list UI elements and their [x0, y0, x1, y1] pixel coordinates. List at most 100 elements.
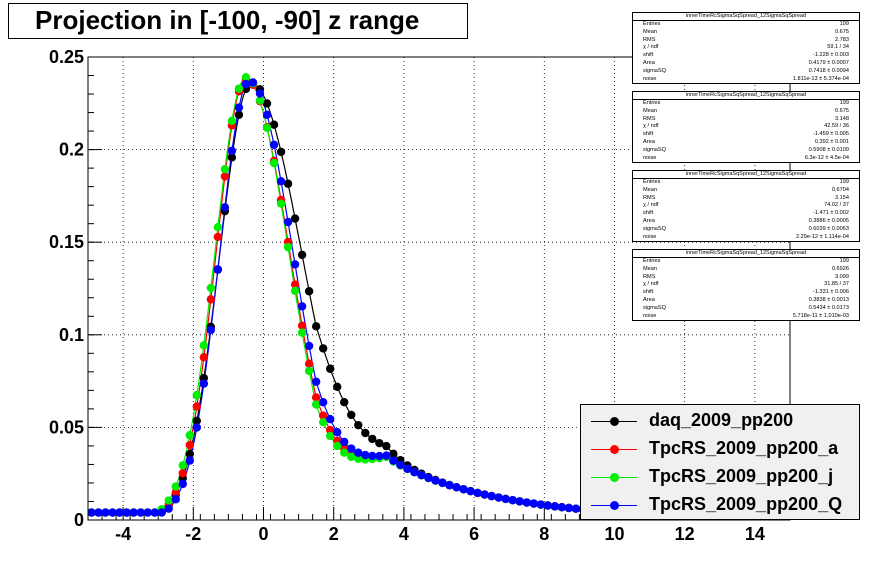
- stat-key: noise: [643, 233, 657, 240]
- stat-key: noise: [643, 312, 657, 319]
- series-point-3: [417, 470, 426, 480]
- series-point-1: [318, 411, 328, 420]
- series-point-2: [340, 448, 349, 457]
- stat-key: shift: [643, 52, 654, 59]
- series-point-3: [557, 503, 567, 512]
- series-point-3: [431, 476, 440, 485]
- series-point-1: [325, 425, 335, 435]
- series-point-2: [164, 496, 173, 505]
- series-point-2: [234, 84, 244, 93]
- stat-value: 2.783: [835, 36, 849, 43]
- stat-key: Mean: [643, 107, 657, 114]
- series-point-2: [220, 164, 230, 174]
- series-point-2: [333, 441, 342, 451]
- x-tick-label: 2: [329, 524, 339, 544]
- stat-row: shift -1.331 ± 0.006: [633, 289, 859, 297]
- stat-box: innerTimeRcSigmaSqSpread_12SigmaSqSpread…: [632, 170, 860, 243]
- series-point-3: [290, 260, 300, 269]
- series-point-1: [199, 353, 209, 362]
- series-point-0: [340, 398, 349, 407]
- stat-row: sigmaSQ 0.5434 ± 0.0173: [633, 305, 859, 313]
- stat-value: 0.3838 ± 0.0013: [808, 296, 849, 303]
- series-point-0: [262, 99, 272, 108]
- stat-value: 31.85 / 37: [824, 281, 849, 288]
- series-point-0: [382, 441, 391, 451]
- series-point-3: [108, 508, 117, 517]
- series-point-3: [508, 495, 517, 505]
- stat-key: noise: [643, 154, 657, 161]
- series-point-3: [318, 398, 328, 407]
- stat-value: 0.392 ± 0.001: [814, 138, 849, 145]
- series-point-3: [283, 217, 293, 227]
- stat-row: Entries 199: [633, 100, 859, 108]
- stat-row: Mean 0.6704: [633, 187, 859, 195]
- stat-value: 199: [839, 100, 849, 106]
- series-point-2: [185, 431, 194, 440]
- stat-row: sigmaSQ 0.5908 ± 0.0109: [633, 147, 859, 155]
- series-point-1: [213, 232, 223, 242]
- series-point-0: [304, 287, 314, 296]
- series-point-3: [150, 508, 159, 517]
- series-point-0: [227, 153, 237, 162]
- series-point-3: [515, 497, 524, 506]
- legend-label: TpcRS_2009_pp200_Q: [649, 494, 843, 514]
- series-point-0: [361, 428, 370, 438]
- stat-value: 0.6926: [831, 265, 849, 272]
- stat-key: sigmaSQ: [643, 146, 667, 153]
- chart-title-box: Projection in [-100, -90] z range: [8, 3, 468, 39]
- series-point-3: [480, 490, 489, 499]
- stat-key: Mean: [643, 265, 657, 272]
- stat-value: 0.7418 ± 0.0094: [808, 67, 849, 74]
- series-point-1: [171, 488, 180, 497]
- series-point-3: [333, 428, 342, 437]
- series-point-3: [157, 508, 166, 517]
- series-point-3: [403, 464, 412, 473]
- series-point-3: [94, 508, 103, 517]
- series-point-0: [318, 344, 328, 353]
- y-tick-label: 0.15: [49, 232, 84, 252]
- stat-row: χ / ndf 42.59 / 36: [633, 123, 859, 131]
- stat-box-name: innerTimeRcSigmaSqSpread_12SigmaSqSpread: [633, 171, 859, 179]
- chart-title: Projection in [-100, -90] z range: [35, 5, 420, 35]
- stat-row: RMS 2.783: [633, 37, 859, 45]
- series-point-3: [361, 450, 370, 460]
- stat-key: Area: [643, 217, 655, 224]
- series-point-0: [192, 416, 202, 426]
- series-point-3: [220, 203, 230, 212]
- x-tick-label: 12: [675, 524, 695, 544]
- series-point-2: [227, 116, 237, 126]
- series-point-0: [368, 434, 377, 444]
- stat-value: 2.29e-12 ± 1.114e-04: [795, 233, 849, 240]
- stat-row: shift -1.471 ± 0.002: [633, 210, 859, 218]
- series-point-3: [241, 79, 251, 89]
- series-point-3: [564, 503, 574, 513]
- series-point-3: [192, 423, 202, 432]
- stat-row: Area 0.4179 ± 0.0007: [633, 60, 859, 68]
- series-point-3: [494, 493, 503, 502]
- series-point-3: [529, 499, 538, 508]
- stat-row: noise 2.29e-12 ± 1.114e-04: [633, 234, 859, 242]
- series-point-3: [88, 508, 96, 517]
- series-point-3: [269, 140, 279, 149]
- stat-value: 3.148: [835, 115, 849, 122]
- series-point-2: [171, 482, 180, 491]
- y-tick-label: 0.1: [59, 325, 84, 345]
- series-point-2: [206, 283, 216, 293]
- series-point-0: [290, 214, 300, 223]
- stat-value: 199: [839, 21, 849, 27]
- series-point-3: [487, 491, 496, 501]
- stat-key: noise: [643, 75, 657, 82]
- stat-row: sigmaSQ 0.6039 ± 0.0063: [633, 226, 859, 234]
- series-point-0: [276, 147, 286, 157]
- series-point-3: [234, 103, 244, 112]
- stat-key: RMS: [643, 273, 656, 280]
- series-point-2: [311, 400, 321, 409]
- series-point-1: [220, 172, 230, 181]
- stat-box-name: innerTimeRcSigmaSqSpread_12SigmaSqSpread: [633, 92, 859, 100]
- legend: daq_2009_pp200 TpcRS_2009_pp200_a TpcRS_20…: [580, 404, 860, 520]
- stat-value: -1.471 ± 0.002: [812, 210, 849, 217]
- stat-box-name: innerTimeRcSigmaSqSpread_12SigmaSqSpread: [633, 250, 859, 258]
- series-point-3: [248, 78, 258, 87]
- series-point-1: [206, 295, 216, 304]
- series-point-3: [347, 444, 356, 453]
